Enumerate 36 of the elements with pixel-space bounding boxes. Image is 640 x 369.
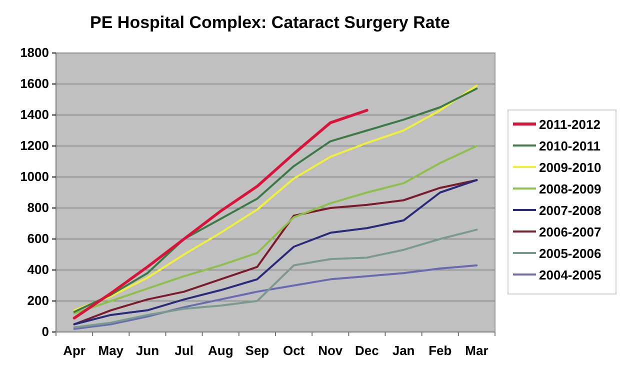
y-tick-label: 1000 <box>20 169 49 184</box>
y-tick-label: 800 <box>27 200 49 216</box>
x-tick-label: Jan <box>392 343 415 358</box>
line-series <box>73 264 478 330</box>
x-tick-label: Oct <box>282 343 306 358</box>
y-tick-label: 0 <box>42 324 49 340</box>
legend-label: 2009-2010 <box>539 160 602 175</box>
y-tick-label: 400 <box>27 262 49 278</box>
y-tick-label: 600 <box>27 231 49 246</box>
x-tick-label: Jul <box>174 343 194 358</box>
x-tick-label: Feb <box>428 343 452 358</box>
legend-label: 2006-2007 <box>539 224 602 240</box>
y-tick-label: 1800 <box>20 45 49 60</box>
y-tick-label: 1400 <box>20 107 49 122</box>
x-tick-label: Sep <box>245 343 270 358</box>
legend-label: 2007-2008 <box>539 203 602 218</box>
x-tick-label: Jun <box>136 343 160 358</box>
chart-title: PE Hospital Complex: Cataract Surgery Rate <box>90 13 450 32</box>
x-tick-label: May <box>98 343 124 358</box>
x-tick-label: Nov <box>318 343 344 358</box>
x-tick-label: Aug <box>208 343 234 358</box>
line-series <box>73 145 478 314</box>
x-tick-label: Mar <box>465 343 488 358</box>
legend-label: 2008-2009 <box>539 182 602 196</box>
legend-label: 2011-2012 <box>539 117 600 132</box>
y-tick-label: 200 <box>27 293 49 308</box>
y-tick-label: 1600 <box>20 76 49 92</box>
y-tick-label: 1200 <box>20 138 49 154</box>
legend-label: 2005-2006 <box>539 246 602 261</box>
x-tick-label: Apr <box>63 343 86 358</box>
legend-label: 2010-2011 <box>539 138 600 154</box>
line-series <box>72 108 368 320</box>
line-series <box>73 179 478 326</box>
x-tick-label: Dec <box>355 343 379 358</box>
line-series <box>73 228 478 328</box>
legend-label: 2004-2005 <box>539 268 602 282</box>
